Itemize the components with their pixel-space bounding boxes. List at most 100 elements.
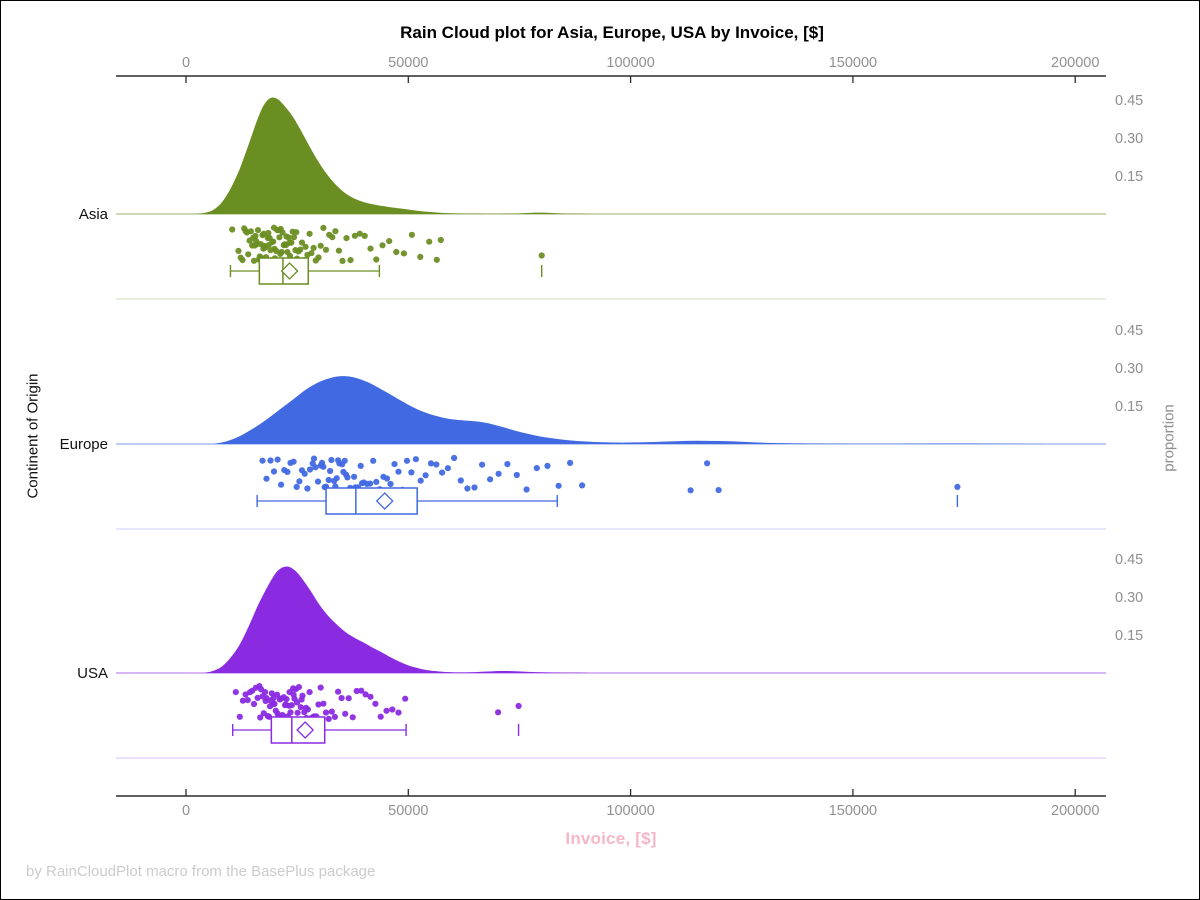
rain-point [372,700,379,707]
rain-point [325,715,332,723]
proportion-tick-label: 0.30 [1115,361,1143,377]
rain-point [373,478,380,485]
rain-point [358,687,365,694]
rain-point [433,256,440,263]
rain-point [338,695,345,702]
rain-point [426,238,433,245]
rain-point [495,709,502,716]
box-plot [256,487,959,515]
rain-point [471,484,478,491]
rain-point [335,688,342,695]
rain-point [403,457,411,464]
rain-point [408,469,415,476]
rain-point [285,234,292,241]
rain-points [232,683,522,723]
panel-europe: 0.45 0.30 0.15 Europe [60,323,1143,530]
bottom-axis-tick-label: 50000 [388,803,428,819]
rain-point [308,250,315,257]
rain-point [373,256,380,263]
rain-point [391,461,398,468]
rain-point [687,487,694,494]
rain-point [320,224,327,231]
rain-point [395,468,402,475]
rain-point [451,454,458,462]
rain-point [244,697,251,704]
rain-point [437,236,444,244]
rain-point [329,234,336,241]
rain-point [262,689,269,696]
x-axis-title: Invoice, [$] [565,829,657,848]
rain-point [250,257,258,264]
rain-point [515,702,522,710]
rain-point [315,701,322,708]
rain-point [356,230,363,237]
rain-point [339,257,346,264]
top-axis-tick-label: 200000 [1051,55,1099,71]
rain-point [290,234,298,241]
rain-point [361,232,368,239]
rain-point [328,708,335,715]
rain-point [283,696,290,703]
rain-point [278,248,285,256]
rain-point [301,470,308,477]
rain-point [408,231,415,238]
rain-point [288,702,295,709]
rain-point [274,456,281,463]
group-label: Asia [79,206,109,223]
rain-point [312,464,319,471]
rain-point [344,474,351,481]
rain-point [276,234,283,241]
top-axis-tick-label: 150000 [829,55,877,71]
rain-point [544,462,551,469]
rain-point [295,684,302,691]
rain-points [229,224,545,264]
rain-point [479,461,486,468]
rain-point [332,228,339,235]
rain-point [254,694,261,702]
rain-point [379,242,386,249]
rain-point [331,713,338,721]
rain-point [400,250,407,257]
rain-point [333,475,340,482]
rain-point [351,473,358,480]
rain-point [236,713,243,720]
panel-usa: 0.45 0.30 0.15 USA [77,552,1143,759]
rain-point [322,709,330,716]
rain-point [345,695,352,702]
rain-point [523,486,530,493]
density-cloud [194,97,1098,214]
box-plot [229,257,543,285]
rain-point [288,239,295,246]
rain-point [395,709,402,716]
rain-point [320,463,327,470]
rain-point [270,238,277,245]
rain-point [353,687,360,695]
rain-point [304,706,311,713]
rain-point [247,228,254,235]
rain-point [495,470,502,477]
mean-diamond [280,262,299,280]
rain-point [457,477,464,484]
rain-point [343,235,350,242]
rain-point [417,253,424,260]
top-axis-tick-label: 0 [182,55,190,71]
mean-diamond [375,492,394,510]
rain-point [439,469,446,476]
rain-point [254,227,262,234]
rain-point [314,478,322,485]
rain-point [245,251,252,258]
rain-point [298,239,306,246]
rain-point [386,238,393,245]
rain-point [579,482,586,489]
rain-point [257,714,264,721]
rain-point [317,684,324,691]
rain-point [310,455,318,462]
rain-point [715,487,722,494]
rain-point [464,485,471,492]
rain-point [274,691,281,698]
proportion-tick-label: 0.15 [1115,628,1143,644]
rain-point [315,254,322,261]
rain-point [268,690,275,697]
